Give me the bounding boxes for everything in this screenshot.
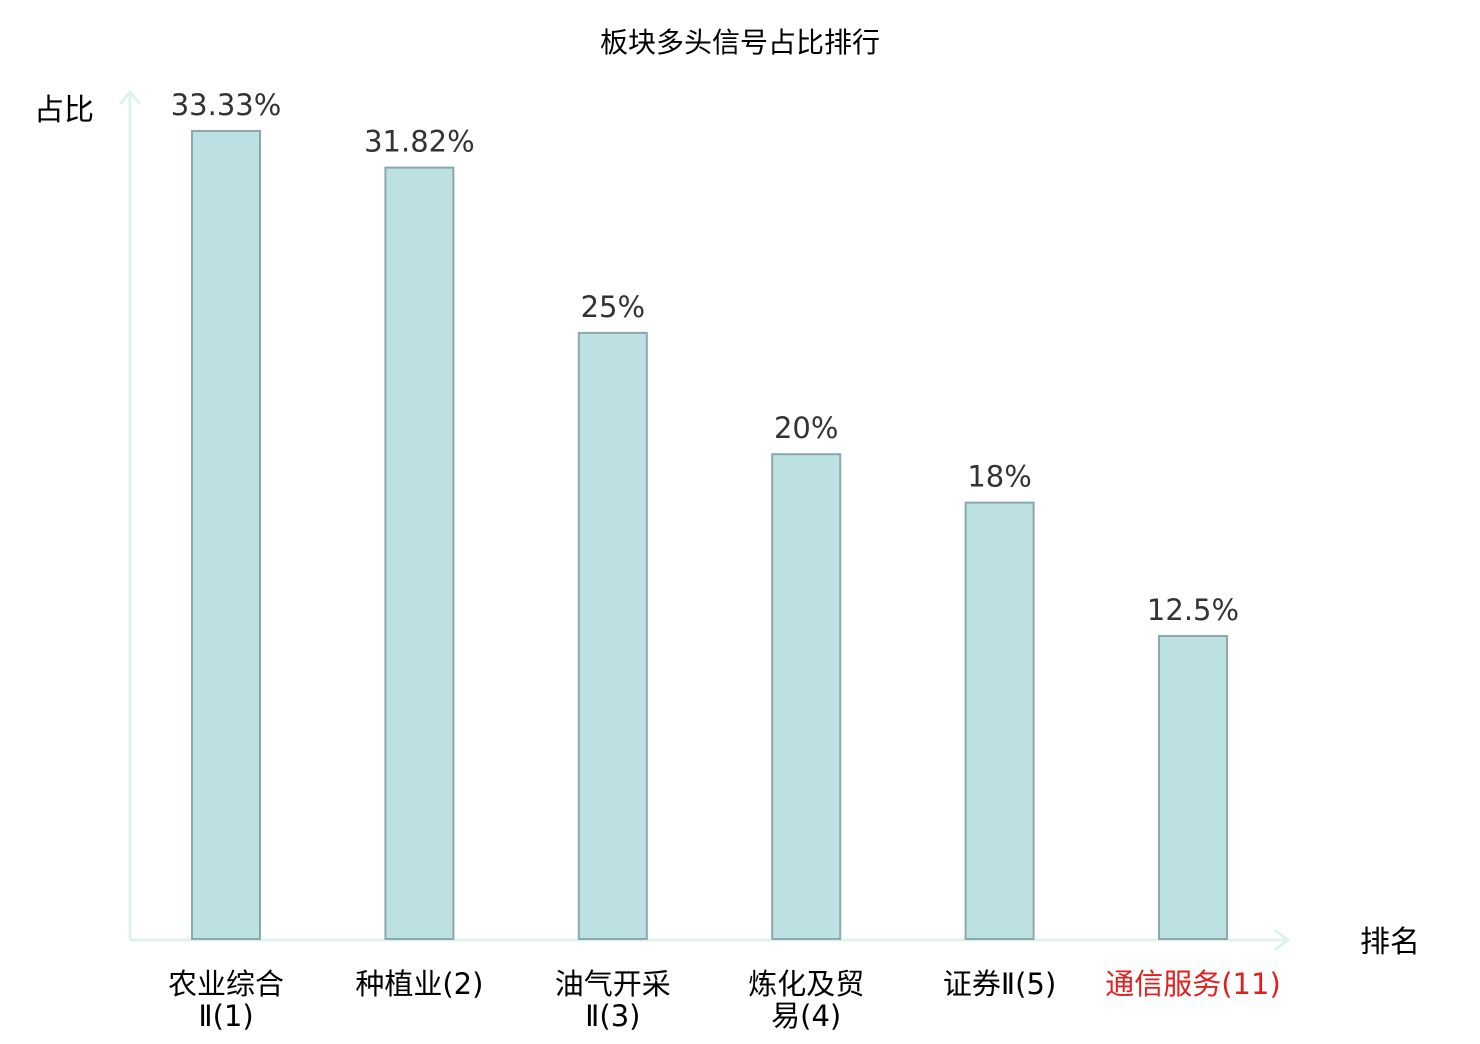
bars-layer: [191, 130, 1228, 941]
value-labels-layer: 33.33% 31.82% 25% 20% 18% 12.5%: [171, 88, 1239, 627]
category-tick-label: 炼化及贸: [748, 967, 864, 1001]
y-axis-arrow: [118, 89, 142, 105]
bar: [771, 453, 842, 940]
bar: [384, 166, 455, 941]
category-tick-label: 证券Ⅱ(5): [943, 967, 1056, 1001]
x-axis-arrow: [1274, 928, 1291, 952]
category-tick-label: 种植业(2): [355, 967, 483, 1001]
bar-value-label: 12.5%: [1147, 593, 1239, 627]
bar: [577, 331, 648, 940]
bar-value-label: 33.33%: [171, 88, 282, 122]
bar-value-label: 18%: [967, 460, 1031, 494]
bar: [1158, 635, 1228, 940]
bar-value-label: 25%: [581, 290, 645, 324]
y-axis-label: 占比: [34, 93, 94, 128]
bar: [964, 501, 1035, 940]
bar-value-label: 31.82%: [364, 125, 475, 159]
category-tick-label: Ⅱ(3): [585, 999, 640, 1033]
category-tick-label: 易(4): [771, 999, 841, 1033]
x-axis-label: 排名: [1360, 925, 1420, 960]
chart-title: 板块多头信号占比排行: [600, 26, 880, 59]
bar: [191, 130, 261, 940]
category-tick-label: 油气开采: [555, 967, 671, 1001]
category-tick-label: 通信服务(11): [1105, 967, 1281, 1001]
category-tick-label: 农业综合: [168, 967, 284, 1001]
bar-value-label: 20%: [774, 411, 838, 445]
category-tick-label: Ⅱ(1): [198, 999, 253, 1033]
